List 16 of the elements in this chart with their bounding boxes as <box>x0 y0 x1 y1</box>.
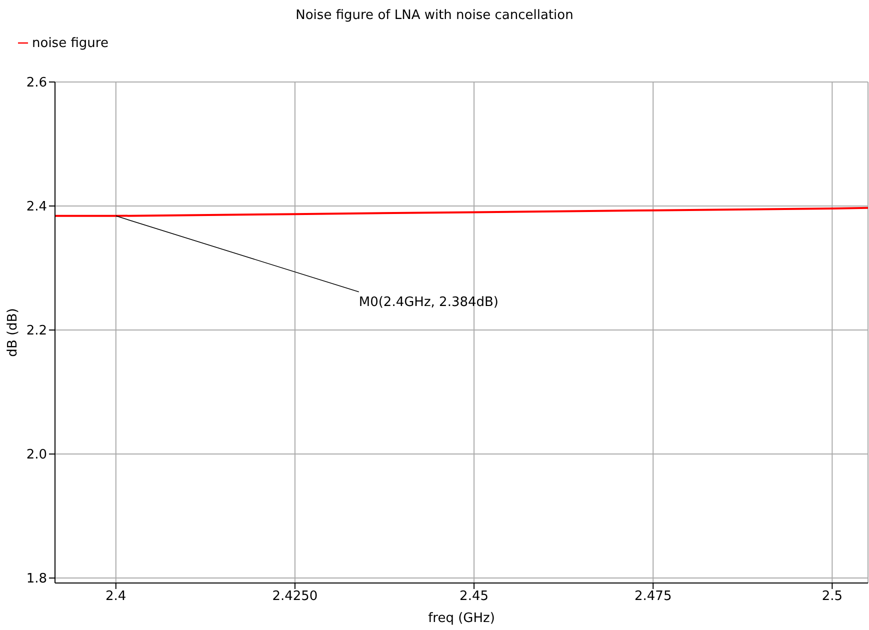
x-axis-title: freq (GHz) <box>428 611 495 626</box>
x-tick-label: 2.4 <box>106 589 126 604</box>
y-tick-label: 2.2 <box>26 324 47 339</box>
x-tick-label: 2.5 <box>822 589 843 604</box>
line-series <box>55 206 868 217</box>
x-tick-label: 2.475 <box>634 589 672 604</box>
x-tick-label: 2.45 <box>460 589 489 604</box>
chart-title: Noise figure of LNA with noise cancellation <box>294 8 574 23</box>
y-axis-title: dB (dB) <box>6 308 21 357</box>
y-tick-label: 1.8 <box>26 572 47 587</box>
y-tick-label: 2.6 <box>26 76 47 91</box>
y-tick-label: 2.4 <box>26 200 47 215</box>
y-tick-label: 2.0 <box>26 448 47 463</box>
x-tick-label: 2.4250 <box>272 589 318 604</box>
annotation: M0(2.4GHz, 2.384dB) <box>358 294 499 310</box>
legend-label: noise figure <box>32 36 108 51</box>
